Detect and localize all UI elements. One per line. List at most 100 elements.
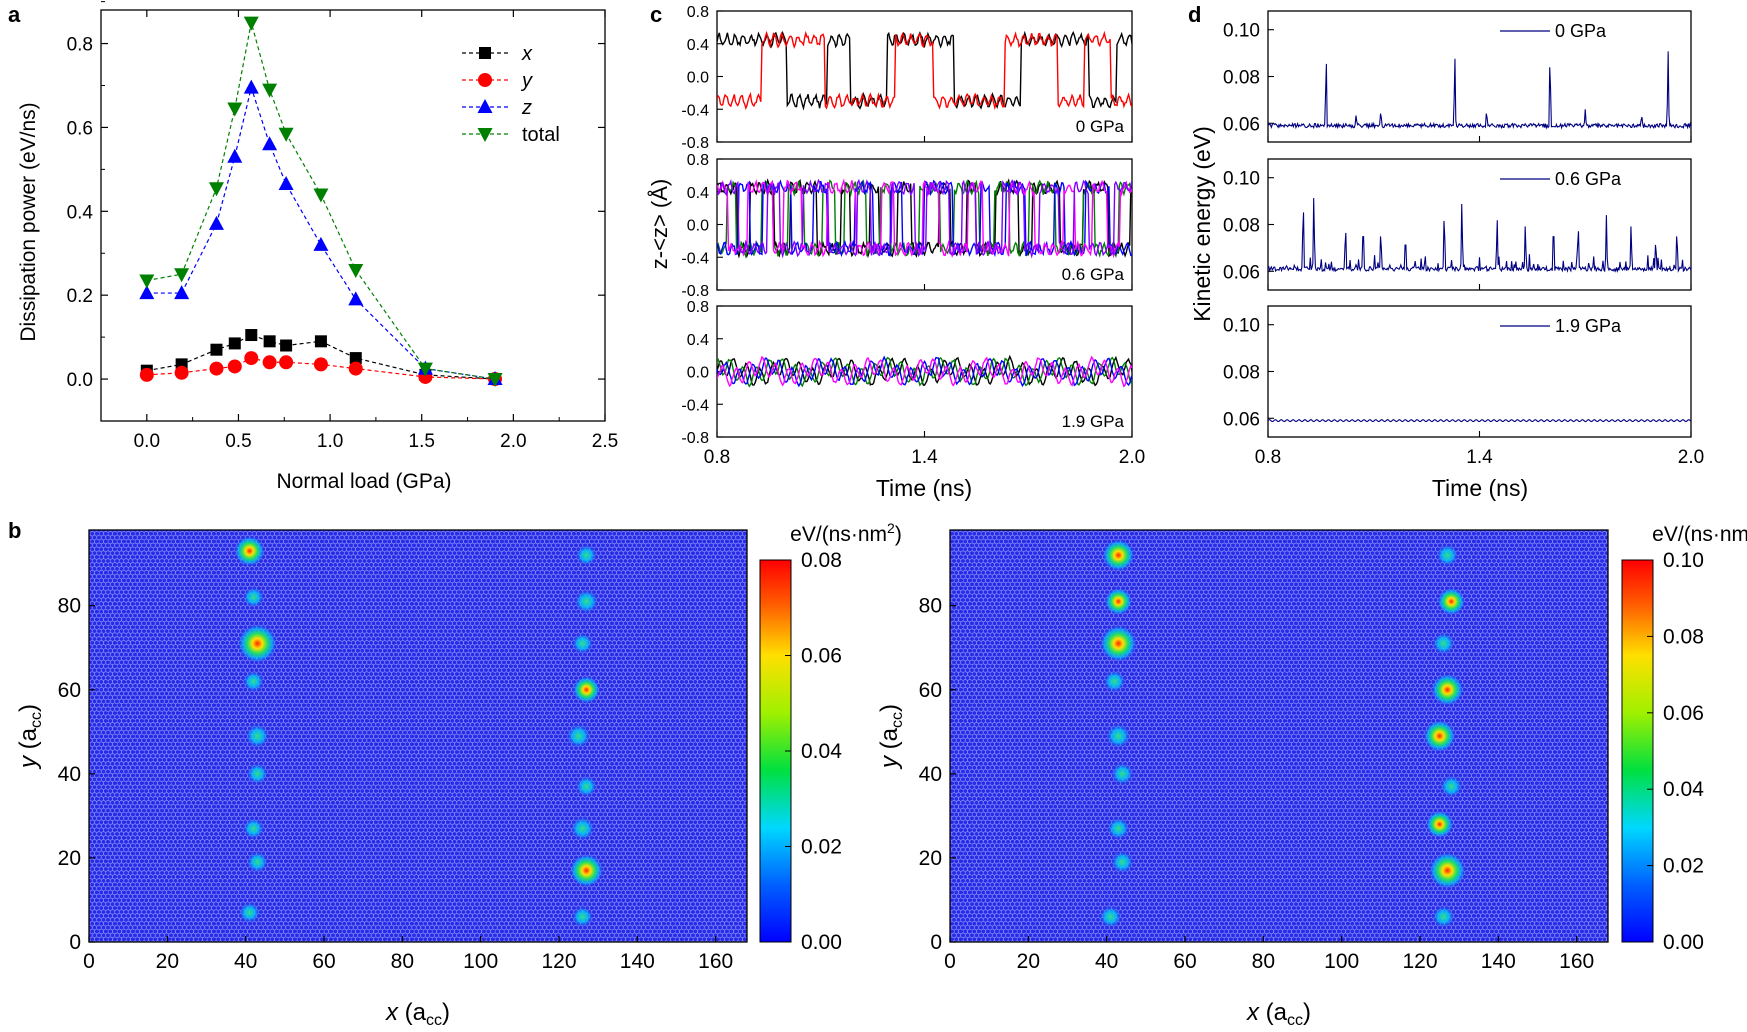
a-ytick-label: 0.0 xyxy=(67,370,93,391)
a-point-total xyxy=(417,362,433,377)
b-xtick-label: 0 xyxy=(83,950,95,973)
a-point-total xyxy=(243,16,259,31)
b-xlabel-unit: (a xyxy=(398,999,427,1026)
b-ytick-label: 60 xyxy=(58,679,81,702)
a-point-z xyxy=(174,285,190,300)
a-series-line-z xyxy=(146,85,496,380)
b-ylabel-unit: (a xyxy=(15,727,42,756)
b-xtick-label: 60 xyxy=(312,950,335,973)
c-label-bg xyxy=(1037,114,1129,138)
a-point-z xyxy=(313,236,329,251)
b-hotspot xyxy=(1099,624,1138,663)
b-map-frame xyxy=(88,529,748,943)
c-trace-1-4 xyxy=(717,178,1132,259)
a-ytick-label: 0.8 xyxy=(67,35,93,56)
c-pressure-label: 1.9 GPa xyxy=(1062,412,1125,431)
b-cbar-unit-sup: 2 xyxy=(887,520,895,536)
b-hotspot xyxy=(1110,850,1134,874)
b-xtick-label: 160 xyxy=(1559,950,1594,973)
d-ylabel: Kinetic energy (eV) xyxy=(1189,126,1215,322)
c-ytick-label: 0.4 xyxy=(687,37,709,54)
b-xtick-label: 100 xyxy=(1324,950,1359,973)
b-xlabel-sub: cc xyxy=(1287,1012,1303,1029)
a-point-z xyxy=(348,291,364,306)
b-cbar-tick-label: 0.00 xyxy=(801,931,842,954)
b-cbar-unit: eV/(ns·nm2) xyxy=(1652,520,1747,546)
c-ytick-label: 0.0 xyxy=(687,365,709,382)
panel-label-b: b xyxy=(8,518,21,543)
b-cbar-tick-label: 0.04 xyxy=(1663,778,1704,801)
a-xtick-label: 1.5 xyxy=(409,431,435,452)
a-point-total xyxy=(208,182,224,197)
a-point-y xyxy=(227,359,242,374)
b-xlabel-var: x xyxy=(385,999,399,1026)
a-legend-marker-y xyxy=(478,73,492,87)
b-hotspot xyxy=(1105,723,1132,749)
b-hotspot xyxy=(246,762,269,785)
a-ytick-label: 0.6 xyxy=(67,118,93,139)
b-xtick-label: 40 xyxy=(1095,950,1118,973)
d-ytick-label: 0.10 xyxy=(1223,169,1260,190)
d-ytick-label: 0.06 xyxy=(1223,409,1260,430)
c-subplot-1: 0.8 0.4 0.0 -0.4 -0.8 0.6 GPa xyxy=(681,152,1133,300)
a-point-x xyxy=(349,352,362,365)
b-cbar-tick-label: 0.08 xyxy=(1663,625,1704,648)
c-ytick-label: -0.8 xyxy=(681,283,709,300)
a-xtick-label: 0.5 xyxy=(225,431,251,452)
d-ytick-label: 0.06 xyxy=(1223,114,1260,135)
b-hotspot xyxy=(570,815,595,841)
b-hotspot xyxy=(238,901,261,924)
b-hotspot xyxy=(569,853,604,888)
a-ytick-label: 0.4 xyxy=(67,202,94,223)
d-trace-2 xyxy=(1267,419,1692,423)
c-ytick-label: -0.4 xyxy=(681,250,709,267)
b-hotspot xyxy=(575,544,598,567)
d-subplot-0: 0.06 0.08 0.10 0 GPa xyxy=(1223,10,1692,143)
a-point-z xyxy=(208,215,224,230)
a-point-total xyxy=(487,373,503,388)
c-label-bg xyxy=(1037,262,1129,286)
d-frame xyxy=(1267,158,1692,291)
a-xtick-label: 0.0 xyxy=(134,431,160,452)
b-hex-lattice xyxy=(950,530,1608,942)
panel-label-c: c xyxy=(650,2,662,27)
d-pressure-label: 0.6 GPa xyxy=(1555,169,1622,189)
b-hotspot xyxy=(1423,719,1456,753)
b-cbar-tick-label: 0.10 xyxy=(1663,549,1704,572)
panel-a-chart: 0.0 0.5 1.0 1.5 2.0 2.5 0.0 0.2 0.4 0.6 0.8 Normal… xyxy=(17,1,618,493)
b-ytick-label: 20 xyxy=(919,847,942,870)
a-point-z xyxy=(227,148,243,163)
b-xlabel: x (acc) xyxy=(385,999,450,1029)
a-point-x xyxy=(314,335,327,348)
b-xtick-label: 80 xyxy=(391,950,414,973)
a-legend-marker-total xyxy=(477,128,493,142)
b-xtick-label: 160 xyxy=(698,950,733,973)
a-point-y xyxy=(174,365,189,380)
b-ytick-label: 0 xyxy=(69,931,81,954)
b-colorbar xyxy=(1622,560,1653,942)
b-cbar-tick-label: 0.00 xyxy=(1663,931,1704,954)
c-xtick-label: 2.0 xyxy=(1119,447,1145,468)
c-ytick-label: 0.0 xyxy=(687,218,709,235)
c-ytick-label: 0.4 xyxy=(687,185,709,202)
b-xtick-label: 60 xyxy=(1173,950,1196,973)
a-legend-label-z: z xyxy=(521,97,532,119)
b-cbar-tick-label: 0.04 xyxy=(801,740,842,763)
b-xtick-label: 0 xyxy=(944,950,956,973)
b-cbar-unit-main: eV/(ns·nm xyxy=(1652,523,1747,546)
b-ylabel: y (acc) xyxy=(876,704,906,770)
b-ytick-label: 0 xyxy=(930,931,942,954)
b-ylabel-var: y xyxy=(15,754,42,770)
b-hotspot xyxy=(1428,851,1467,890)
d-xtick-label: 0.8 xyxy=(1255,447,1281,468)
b-xlabel-close: ) xyxy=(442,999,450,1026)
c-ytick-label: -0.4 xyxy=(681,397,709,414)
a-point-x xyxy=(280,339,293,352)
b-ytick-label: 40 xyxy=(58,763,81,786)
b-colorbar-frame xyxy=(1621,559,1654,943)
c-trace-1-3 xyxy=(717,178,1132,259)
a-point-x xyxy=(263,335,276,348)
c-label-bg xyxy=(1037,409,1129,433)
d-ytick-label: 0.08 xyxy=(1223,68,1260,89)
b-xtick-label: 140 xyxy=(1481,950,1516,973)
